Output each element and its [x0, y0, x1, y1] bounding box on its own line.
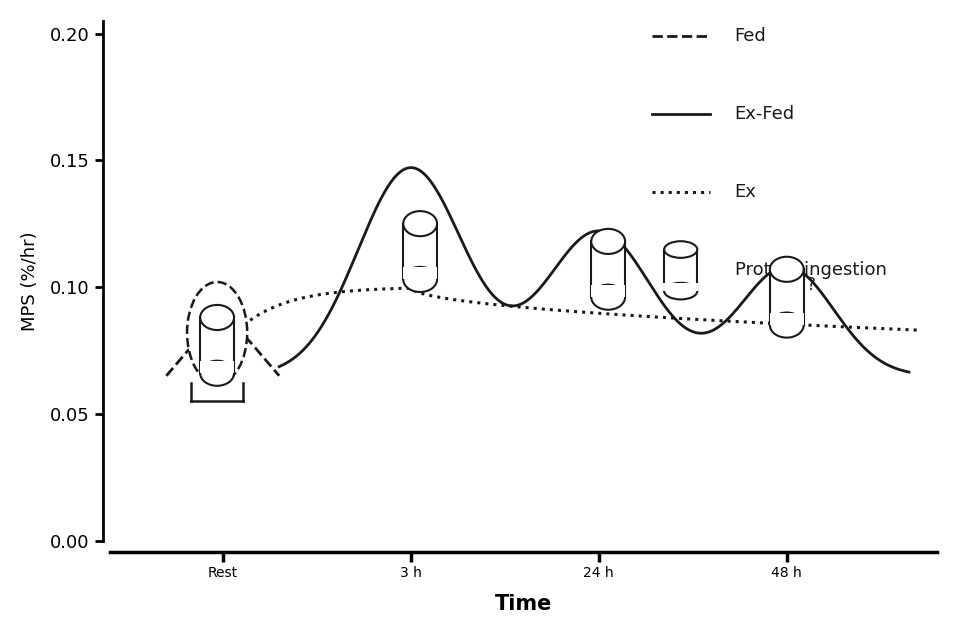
Text: Ex-Fed: Ex-Fed	[735, 105, 794, 123]
Bar	[403, 267, 437, 279]
Bar	[770, 269, 804, 325]
Bar	[664, 250, 697, 291]
X-axis label: Time: Time	[495, 594, 552, 614]
Bar	[200, 361, 234, 373]
Text: Fed: Fed	[735, 27, 766, 46]
Ellipse shape	[403, 267, 437, 292]
Ellipse shape	[403, 211, 437, 236]
Bar	[403, 224, 437, 279]
Ellipse shape	[591, 284, 625, 310]
Ellipse shape	[187, 282, 247, 384]
Bar	[591, 284, 626, 297]
Ellipse shape	[770, 257, 804, 282]
Y-axis label: MPS (%/hr): MPS (%/hr)	[21, 231, 39, 331]
Ellipse shape	[664, 241, 697, 258]
Text: Ex: Ex	[735, 184, 757, 201]
Bar	[200, 318, 234, 373]
Bar	[591, 241, 625, 297]
Bar	[769, 312, 804, 325]
Ellipse shape	[591, 229, 625, 254]
Ellipse shape	[200, 305, 234, 330]
Text: Protein ingestion: Protein ingestion	[735, 262, 886, 279]
Ellipse shape	[200, 361, 234, 386]
Bar	[663, 283, 698, 291]
Ellipse shape	[770, 312, 804, 338]
Ellipse shape	[664, 283, 697, 300]
Text: ?: ?	[807, 276, 815, 293]
